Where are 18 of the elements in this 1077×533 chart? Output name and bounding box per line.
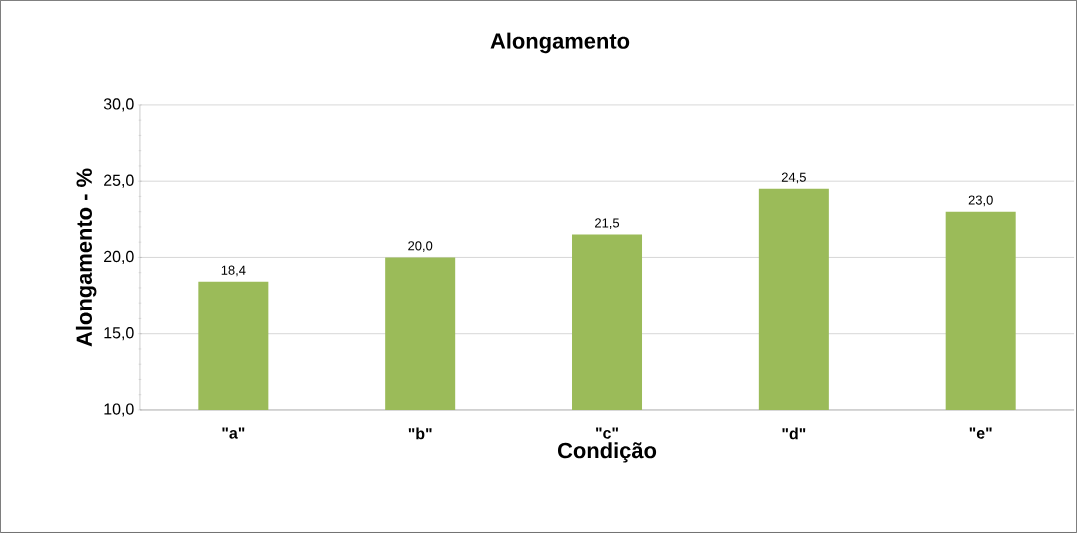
x-axis-title: Condição — [557, 442, 657, 463]
chart-title: Alongamento — [490, 32, 630, 54]
y-tick-label: 30,0 — [103, 98, 134, 112]
data-label: 23,0 — [968, 195, 993, 207]
y-tick-label: 15,0 — [104, 327, 134, 341]
data-label: 20,0 — [408, 241, 433, 252]
y-tick-label: 20,0 — [104, 250, 134, 265]
data-label: 18,4 — [221, 265, 246, 277]
data-label: 24,5 — [781, 172, 806, 184]
x-tick-label: "a" — [222, 427, 245, 439]
x-tick-label: "c" — [596, 427, 618, 439]
y-tick-label: 25,0 — [104, 174, 134, 188]
data-label: 21,5 — [595, 218, 620, 230]
x-tick-label: "e" — [969, 427, 992, 439]
y-tick-label: 10,0 — [104, 403, 134, 417]
y-axis-title: Alongamento - % — [75, 168, 97, 347]
x-tick-label: "d" — [782, 427, 806, 440]
x-tick-label: "b" — [408, 427, 432, 440]
